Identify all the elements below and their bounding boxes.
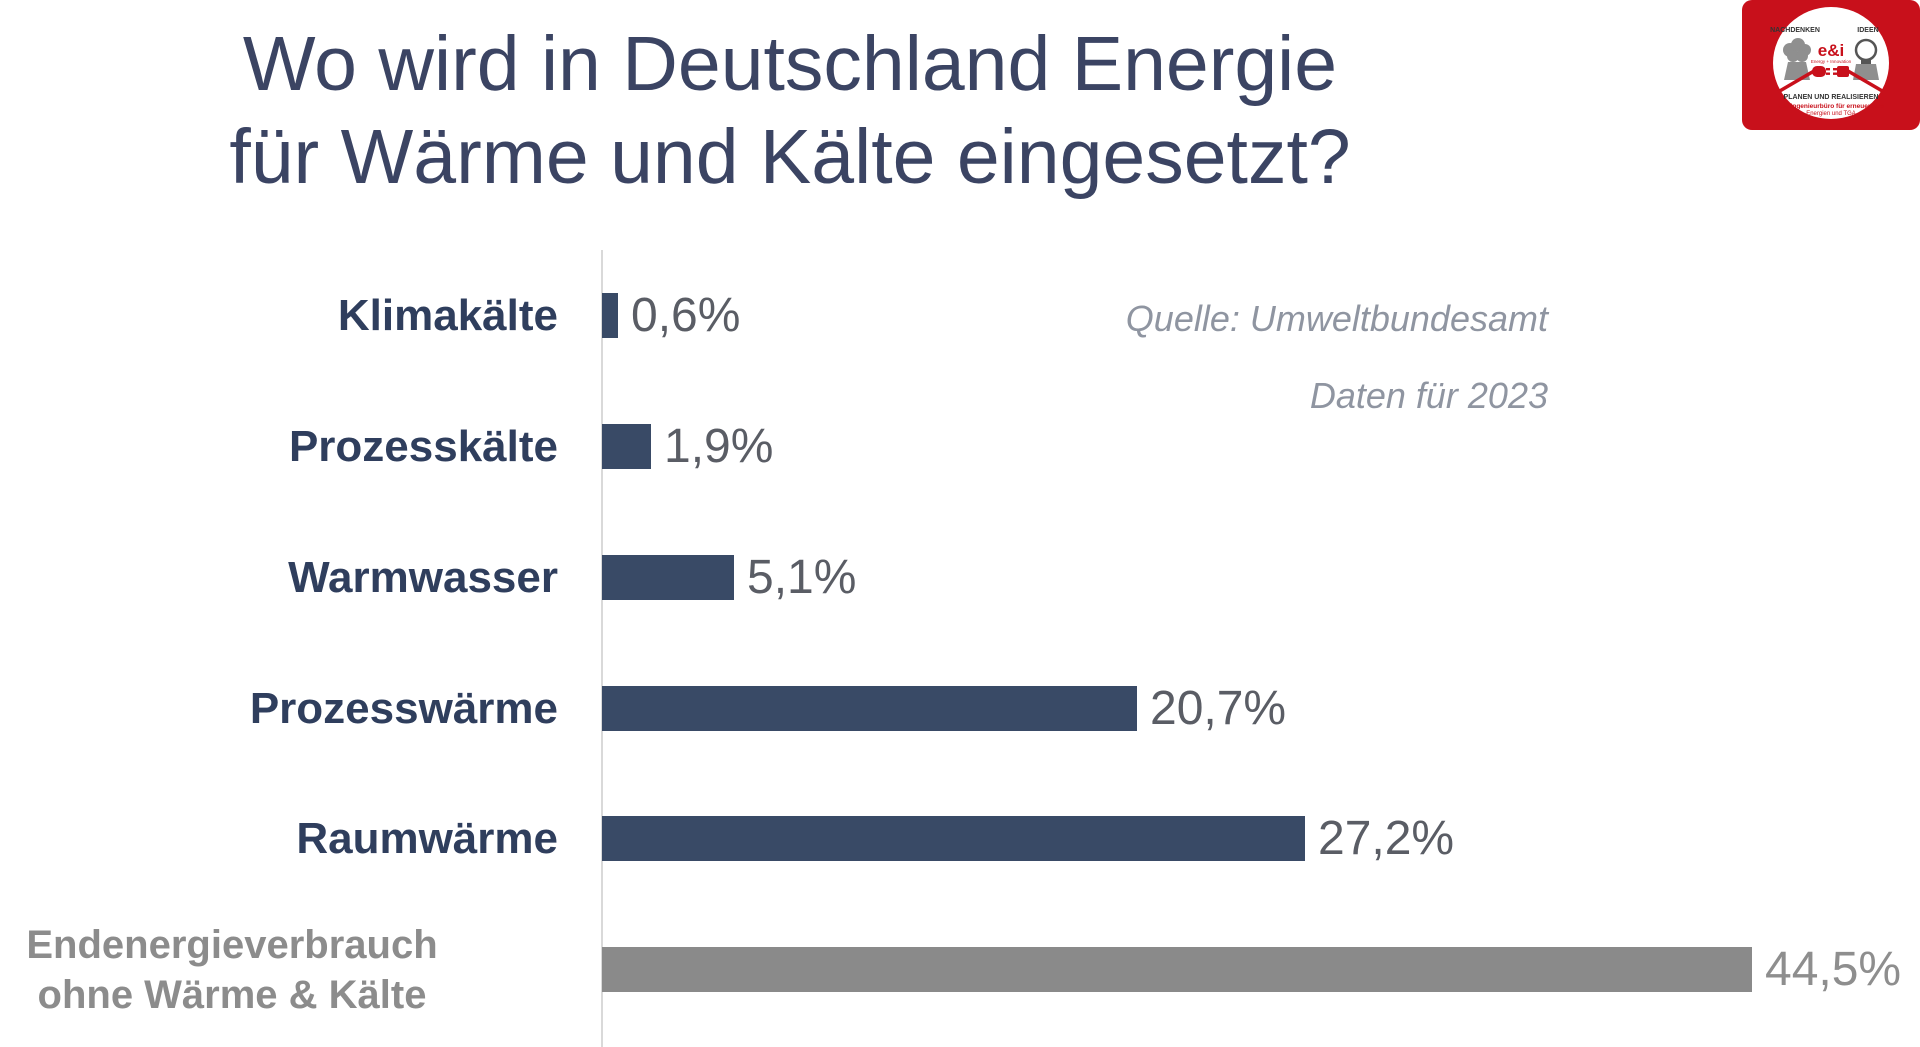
logo-text-nachdenken: NACHDENKEN xyxy=(1770,27,1820,34)
y-axis-line xyxy=(601,250,603,1047)
chart-title: Wo wird in Deutschland Energie für Wärme… xyxy=(0,18,1580,204)
value-label: 5,1% xyxy=(747,551,857,604)
chart-row: Prozesswärme 20,7% xyxy=(0,682,1286,735)
chart-row: Endenergieverbrauch ohne Wärme & Kälte 4… xyxy=(0,923,1901,1017)
logo-text-planen: PLANEN UND REALISIEREN xyxy=(1784,94,1879,101)
category-label: Prozesskälte xyxy=(288,421,558,471)
logo-text-company: E&I Ingenieurbüro für erneuerbare xyxy=(1778,103,1885,110)
value-label: 44,5% xyxy=(1765,943,1902,996)
chart-row: Warmwasser 5,1% xyxy=(0,551,856,604)
bar xyxy=(602,816,1305,861)
bar xyxy=(602,424,651,469)
source-note: Quelle: Umweltbundesamt Daten für 2023 xyxy=(1126,280,1548,434)
company-logo-graphic: NACHDENKEN IDEEN e&i Energy + Innovation xyxy=(1742,0,1920,130)
logo-circle xyxy=(1773,7,1889,119)
brain-icon xyxy=(1783,38,1811,80)
chart-row: Raumwärme 27,2% xyxy=(0,812,1454,865)
chart-title-line2: für Wärme und Kälte eingesetzt? xyxy=(229,114,1351,200)
plug-icon xyxy=(1777,66,1885,94)
bar xyxy=(602,555,734,600)
logo-brand: e&i xyxy=(1818,41,1844,60)
value-label: 1,9% xyxy=(664,420,774,473)
category-label: Warmwasser xyxy=(288,552,558,602)
company-logo: NACHDENKEN IDEEN e&i Energy + Innovation xyxy=(1742,0,1920,130)
chart-row: Klimakälte 0,6% xyxy=(0,289,741,342)
value-label: 0,6% xyxy=(631,289,741,342)
chart-row: Prozesskälte 1,9% xyxy=(0,420,773,473)
bar xyxy=(602,686,1137,731)
bar xyxy=(602,947,1752,992)
source-line2: Daten für 2023 xyxy=(1309,375,1548,416)
logo-text-tga: Energien und TGA xyxy=(1806,111,1856,117)
source-line1: Quelle: Umweltbundesamt xyxy=(1125,298,1548,339)
value-label: 27,2% xyxy=(1318,812,1455,865)
logo-brand-sub: Energy + Innovation xyxy=(1811,59,1852,64)
category-label: Endenergieverbrauch ohne Wärme & Kälte xyxy=(26,922,438,1017)
bar xyxy=(602,293,618,338)
category-label: Prozesswärme xyxy=(249,683,558,733)
category-label: Raumwärme xyxy=(296,813,558,863)
logo-text-ideen: IDEEN xyxy=(1857,27,1878,34)
category-label: Klimakälte xyxy=(337,290,558,340)
chart-title-line1: Wo wird in Deutschland Energie xyxy=(242,21,1338,107)
value-label: 20,7% xyxy=(1150,682,1287,735)
